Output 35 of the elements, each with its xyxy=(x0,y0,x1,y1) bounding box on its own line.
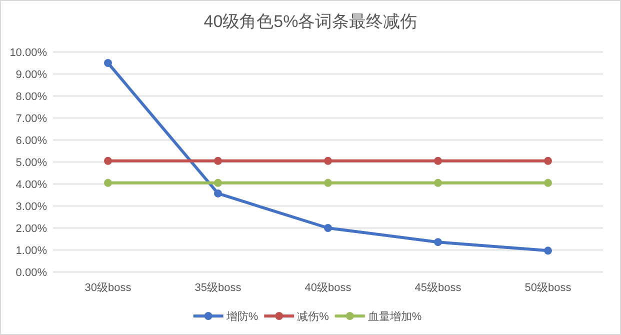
chart-title: 40级角色5%各词条最终减伤 xyxy=(204,12,418,31)
y-tick-label: 7.00% xyxy=(16,113,48,125)
point xyxy=(434,178,442,187)
y-tick-label: 4.00% xyxy=(16,179,48,191)
y-tick-label: 10.00% xyxy=(10,47,48,59)
point xyxy=(324,224,332,232)
x-tick-label: 50级boss xyxy=(524,282,572,294)
y-tick-label: 1.00% xyxy=(16,245,48,257)
x-tick-label: 35级boss xyxy=(194,282,242,294)
point xyxy=(104,59,112,67)
point xyxy=(434,238,442,246)
y-tick-label: 5.00% xyxy=(16,157,48,169)
x-tick-label: 30级boss xyxy=(84,282,132,294)
point xyxy=(544,156,552,165)
x-tick-label: 45级boss xyxy=(414,282,462,294)
point xyxy=(104,178,112,187)
legend-label: 减伤% xyxy=(297,310,330,323)
y-tick-label: 9.00% xyxy=(16,69,48,81)
point xyxy=(214,189,222,198)
y-tick-label: 0.00% xyxy=(16,267,48,279)
point xyxy=(324,156,332,165)
legend-label: 血量增加% xyxy=(368,310,422,323)
y-tick-label: 6.00% xyxy=(16,135,48,147)
legend-label: 增防% xyxy=(225,310,258,323)
y-tick-label: 2.00% xyxy=(16,223,48,235)
y-tick-label: 8.00% xyxy=(16,91,48,103)
point xyxy=(214,178,222,187)
point xyxy=(544,178,552,187)
point xyxy=(434,156,442,165)
y-tick-label: 3.00% xyxy=(16,201,48,213)
point xyxy=(104,156,112,165)
point xyxy=(324,178,332,187)
x-tick-label: 40级boss xyxy=(304,282,352,294)
point xyxy=(544,246,552,255)
point xyxy=(214,156,222,165)
